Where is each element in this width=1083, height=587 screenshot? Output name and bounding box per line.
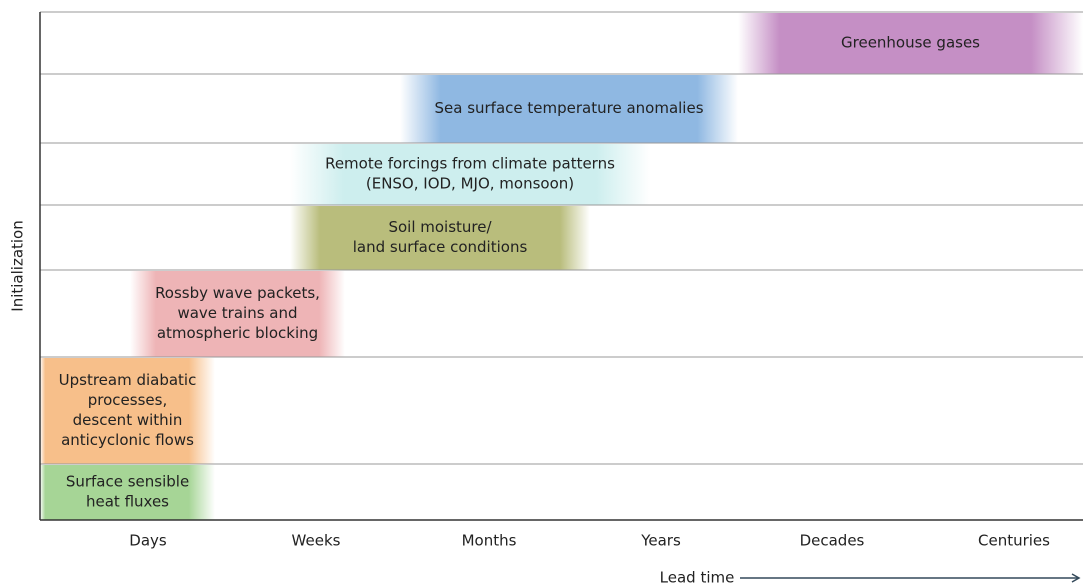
band bbox=[290, 144, 650, 205]
band-label: Remote forcings from climate patterns bbox=[325, 155, 615, 173]
band-label: Surface sensible bbox=[66, 473, 189, 491]
band bbox=[130, 271, 345, 357]
x-category-label: Months bbox=[462, 532, 517, 550]
band-label: land surface conditions bbox=[353, 238, 528, 256]
band bbox=[400, 75, 738, 143]
x-category-label: Years bbox=[640, 532, 681, 550]
band-label: (ENSO, IOD, MJO, monsoon) bbox=[366, 175, 574, 193]
band bbox=[40, 358, 215, 464]
band-label: atmospheric blocking bbox=[157, 324, 318, 342]
y-axis-label: Initialization bbox=[9, 220, 27, 311]
band-label: wave trains and bbox=[177, 304, 297, 322]
band-label: Soil moisture/ bbox=[388, 218, 492, 236]
band-label: Rossby wave packets, bbox=[155, 284, 320, 302]
x-category-label: Decades bbox=[800, 532, 865, 550]
band-label: Greenhouse gases bbox=[841, 34, 980, 52]
band bbox=[738, 13, 1083, 74]
x-category-label: Weeks bbox=[292, 532, 341, 550]
band-label: Sea surface temperature anomalies bbox=[434, 99, 703, 117]
x-axis-label: Lead time bbox=[660, 569, 735, 587]
band-label: heat fluxes bbox=[86, 493, 169, 511]
band bbox=[40, 465, 215, 520]
arrow-head bbox=[1071, 573, 1081, 583]
band-label: Upstream diabatic bbox=[59, 371, 197, 389]
x-category-label: Days bbox=[129, 532, 167, 550]
band-label: anticyclonic flows bbox=[61, 431, 194, 449]
band-label: descent within bbox=[73, 411, 183, 429]
band bbox=[290, 206, 590, 270]
x-category-label: Centuries bbox=[978, 532, 1050, 550]
band-label: processes, bbox=[88, 391, 167, 409]
